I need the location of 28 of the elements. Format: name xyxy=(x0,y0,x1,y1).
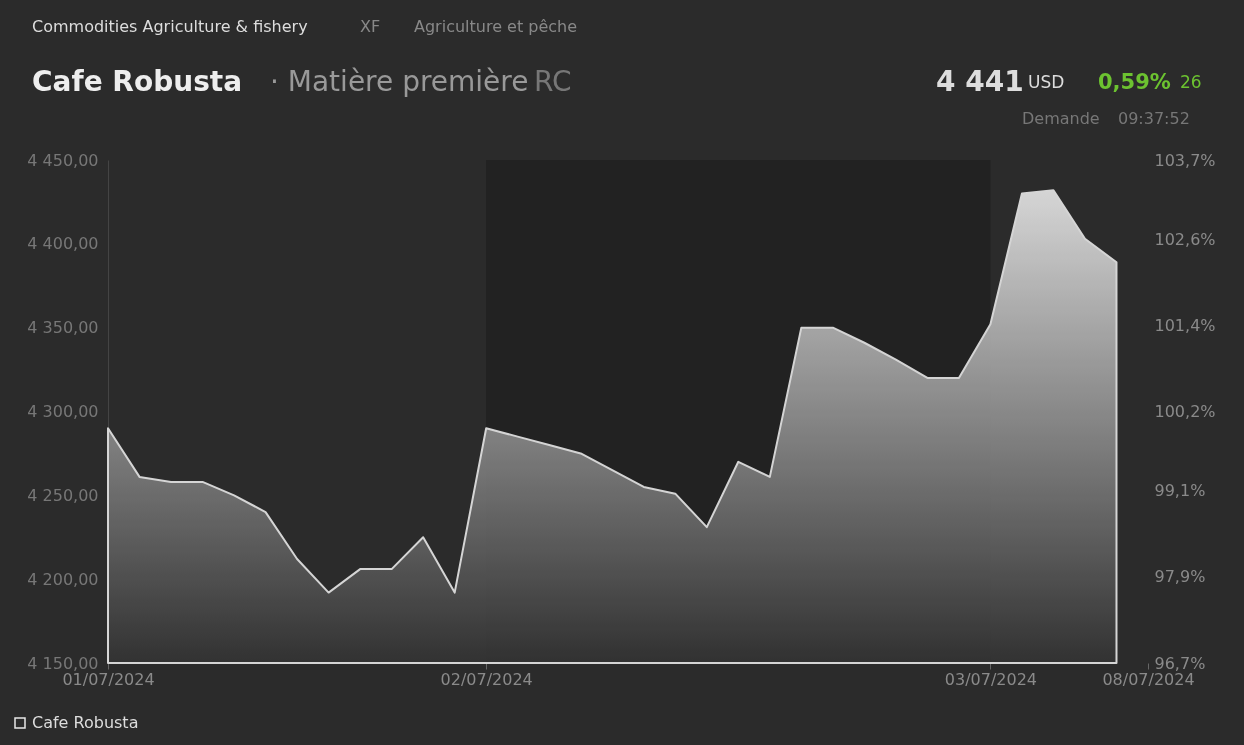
y-tick-label: 4 400,00 xyxy=(27,234,99,254)
y2-tick-label: 101,4% xyxy=(1154,315,1216,335)
text: 4 441 xyxy=(936,65,1024,98)
y2-tick-label: 100,2% xyxy=(1154,402,1216,421)
x-tick-label: 03/07/2024 xyxy=(944,669,1038,689)
text: USD xyxy=(1028,72,1065,92)
y-tick-label: 4 450,00 xyxy=(27,150,99,170)
y2-tick-label: 102,6% xyxy=(1154,229,1216,249)
text: Commodities Agriculture & fishery xyxy=(32,17,308,36)
text: 0,59% xyxy=(1098,70,1171,94)
text: 26 xyxy=(1180,72,1202,92)
legend-label: Cafe Robusta xyxy=(32,713,139,732)
text: RC xyxy=(534,65,572,98)
text: Demande xyxy=(1022,109,1100,128)
text: Agriculture et pêche xyxy=(414,17,578,36)
chart-title: Cafe Robusta xyxy=(32,65,243,98)
y-tick-label: 4 300,00 xyxy=(27,402,99,421)
y2-tick-label: 103,7% xyxy=(1154,150,1216,170)
y-tick-label: 4 350,00 xyxy=(27,318,99,338)
text: XF xyxy=(360,17,381,36)
y-tick-label: 4 200,00 xyxy=(27,569,99,589)
y-tick-label: 4 250,00 xyxy=(27,485,99,505)
text: 09:37:52 xyxy=(1118,109,1190,128)
y2-tick-label: 99,1% xyxy=(1154,481,1206,501)
y2-tick-label: 97,9% xyxy=(1154,567,1206,587)
y2-tick-label: 96,7% xyxy=(1154,653,1206,673)
x-tick-label: 02/07/2024 xyxy=(440,669,533,689)
text: · Matière première xyxy=(270,65,529,98)
